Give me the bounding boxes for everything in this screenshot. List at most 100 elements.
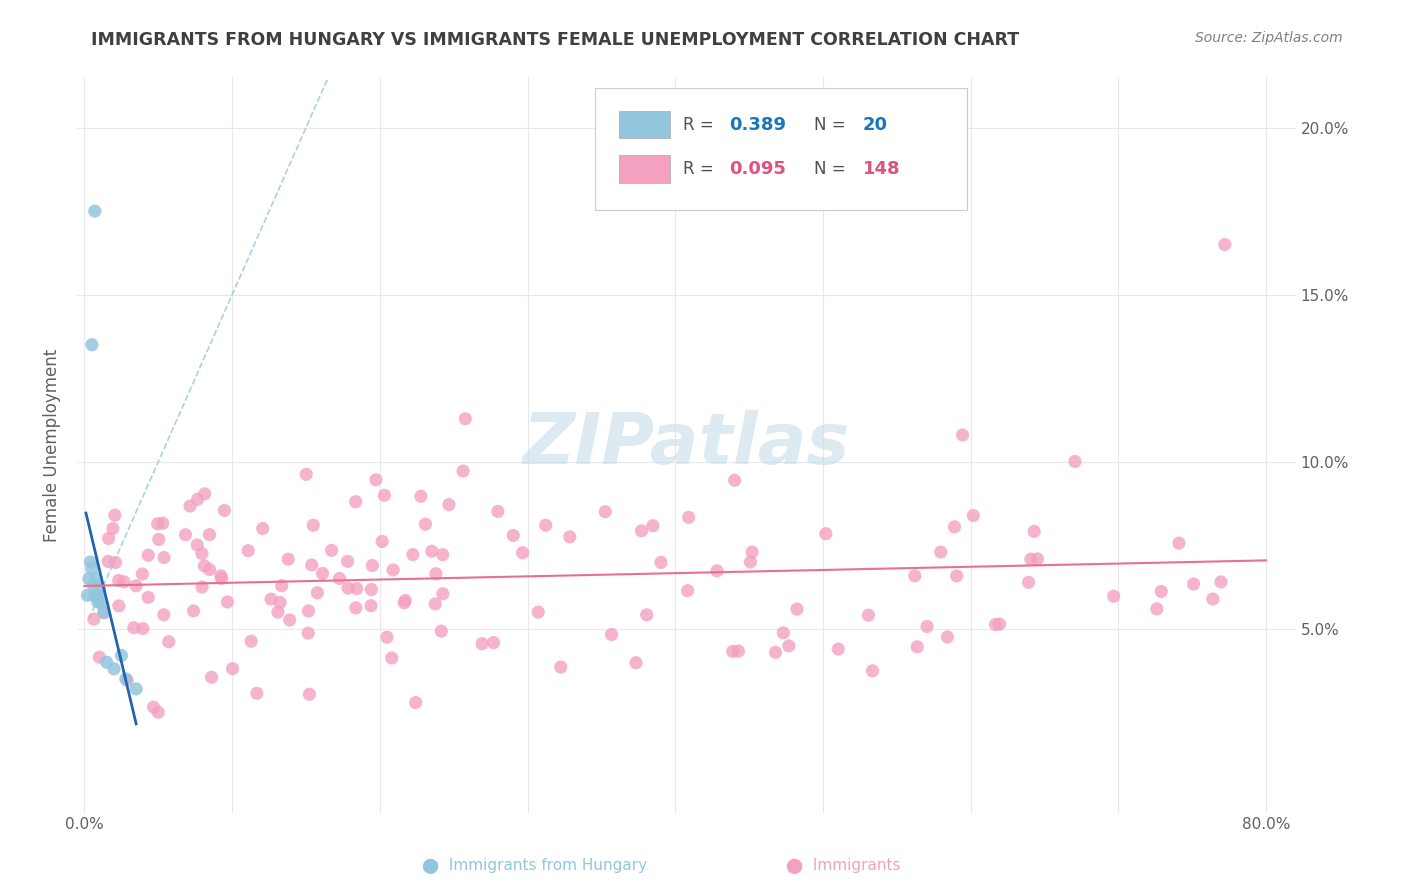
Point xyxy=(77,572,100,586)
Point xyxy=(270,579,292,593)
Text: IMMIGRANTS FROM HUNGARY VS IMMIGRANTS FEMALE UNEMPLOYMENT CORRELATION CHART: IMMIGRANTS FROM HUNGARY VS IMMIGRANTS FE… xyxy=(91,31,1019,49)
Point xyxy=(103,662,125,676)
Point xyxy=(1019,552,1042,566)
Point xyxy=(179,499,201,513)
Point xyxy=(148,533,170,547)
Point xyxy=(945,569,967,583)
Y-axis label: Female Unemployment: Female Unemployment xyxy=(44,349,60,541)
Point xyxy=(471,637,494,651)
Point xyxy=(936,630,959,644)
Point xyxy=(593,505,616,519)
Point xyxy=(534,518,557,533)
Point xyxy=(104,556,127,570)
Point xyxy=(402,548,425,562)
Point xyxy=(93,606,115,620)
Point xyxy=(636,607,658,622)
Point xyxy=(80,561,103,575)
Point xyxy=(152,516,174,531)
Point xyxy=(1213,237,1236,252)
Point xyxy=(344,494,367,508)
Text: ZIPatlas: ZIPatlas xyxy=(523,410,851,480)
Point xyxy=(112,574,135,589)
Point xyxy=(297,626,319,640)
Point xyxy=(238,543,260,558)
Point xyxy=(80,337,103,351)
Point xyxy=(858,608,880,623)
Point xyxy=(89,582,111,596)
Point xyxy=(727,644,749,658)
Point xyxy=(630,524,652,538)
Point xyxy=(527,605,550,619)
Point xyxy=(122,621,145,635)
Point xyxy=(97,532,120,546)
Point xyxy=(186,538,208,552)
Point xyxy=(328,572,350,586)
Point xyxy=(89,650,111,665)
Point xyxy=(246,686,269,700)
Point xyxy=(108,599,131,613)
Point xyxy=(706,564,728,578)
Point xyxy=(214,503,236,517)
Point xyxy=(200,670,222,684)
Point xyxy=(778,639,800,653)
Point xyxy=(382,563,405,577)
Point xyxy=(415,517,437,532)
Point xyxy=(96,655,118,669)
Point xyxy=(502,528,524,542)
Point xyxy=(1024,524,1046,539)
Point xyxy=(381,651,404,665)
Point xyxy=(1202,592,1225,607)
Point xyxy=(772,625,794,640)
Point xyxy=(371,534,394,549)
Point xyxy=(211,572,233,586)
Point xyxy=(115,673,138,688)
Point xyxy=(82,578,104,592)
Point xyxy=(641,518,664,533)
Point xyxy=(1182,577,1205,591)
Point xyxy=(97,554,120,568)
Point xyxy=(1150,584,1173,599)
Point xyxy=(183,604,205,618)
Point xyxy=(558,530,581,544)
Point xyxy=(361,558,384,573)
Point xyxy=(425,597,447,611)
Point xyxy=(1167,536,1189,550)
Point xyxy=(943,520,966,534)
Point xyxy=(409,489,432,503)
Point xyxy=(337,581,360,595)
Point xyxy=(984,617,1007,632)
Point xyxy=(83,588,105,602)
Point xyxy=(187,492,209,507)
Point xyxy=(142,700,165,714)
Point xyxy=(346,582,368,596)
FancyBboxPatch shape xyxy=(595,88,966,210)
Point xyxy=(862,664,884,678)
Point xyxy=(600,627,623,641)
Point xyxy=(336,554,359,568)
Point xyxy=(307,586,329,600)
Point xyxy=(550,660,572,674)
Point xyxy=(624,656,647,670)
Point xyxy=(432,587,454,601)
Point xyxy=(217,595,239,609)
Point xyxy=(1146,602,1168,616)
Text: Source: ZipAtlas.com: Source: ZipAtlas.com xyxy=(1195,31,1343,45)
Point xyxy=(1018,575,1040,590)
Point xyxy=(786,602,808,616)
Point xyxy=(915,619,938,633)
Point xyxy=(952,428,974,442)
Point xyxy=(131,567,153,582)
Point xyxy=(1064,454,1087,468)
Point xyxy=(79,555,101,569)
Point xyxy=(277,552,299,566)
Point xyxy=(430,624,453,639)
Point xyxy=(136,548,159,562)
FancyBboxPatch shape xyxy=(619,155,671,183)
Text: ⬤  Immigrants from Hungary: ⬤ Immigrants from Hungary xyxy=(422,858,647,873)
Point xyxy=(198,527,221,541)
Point xyxy=(76,588,98,602)
Point xyxy=(194,487,217,501)
Point xyxy=(110,648,132,663)
Point xyxy=(191,547,214,561)
Point xyxy=(148,706,170,720)
